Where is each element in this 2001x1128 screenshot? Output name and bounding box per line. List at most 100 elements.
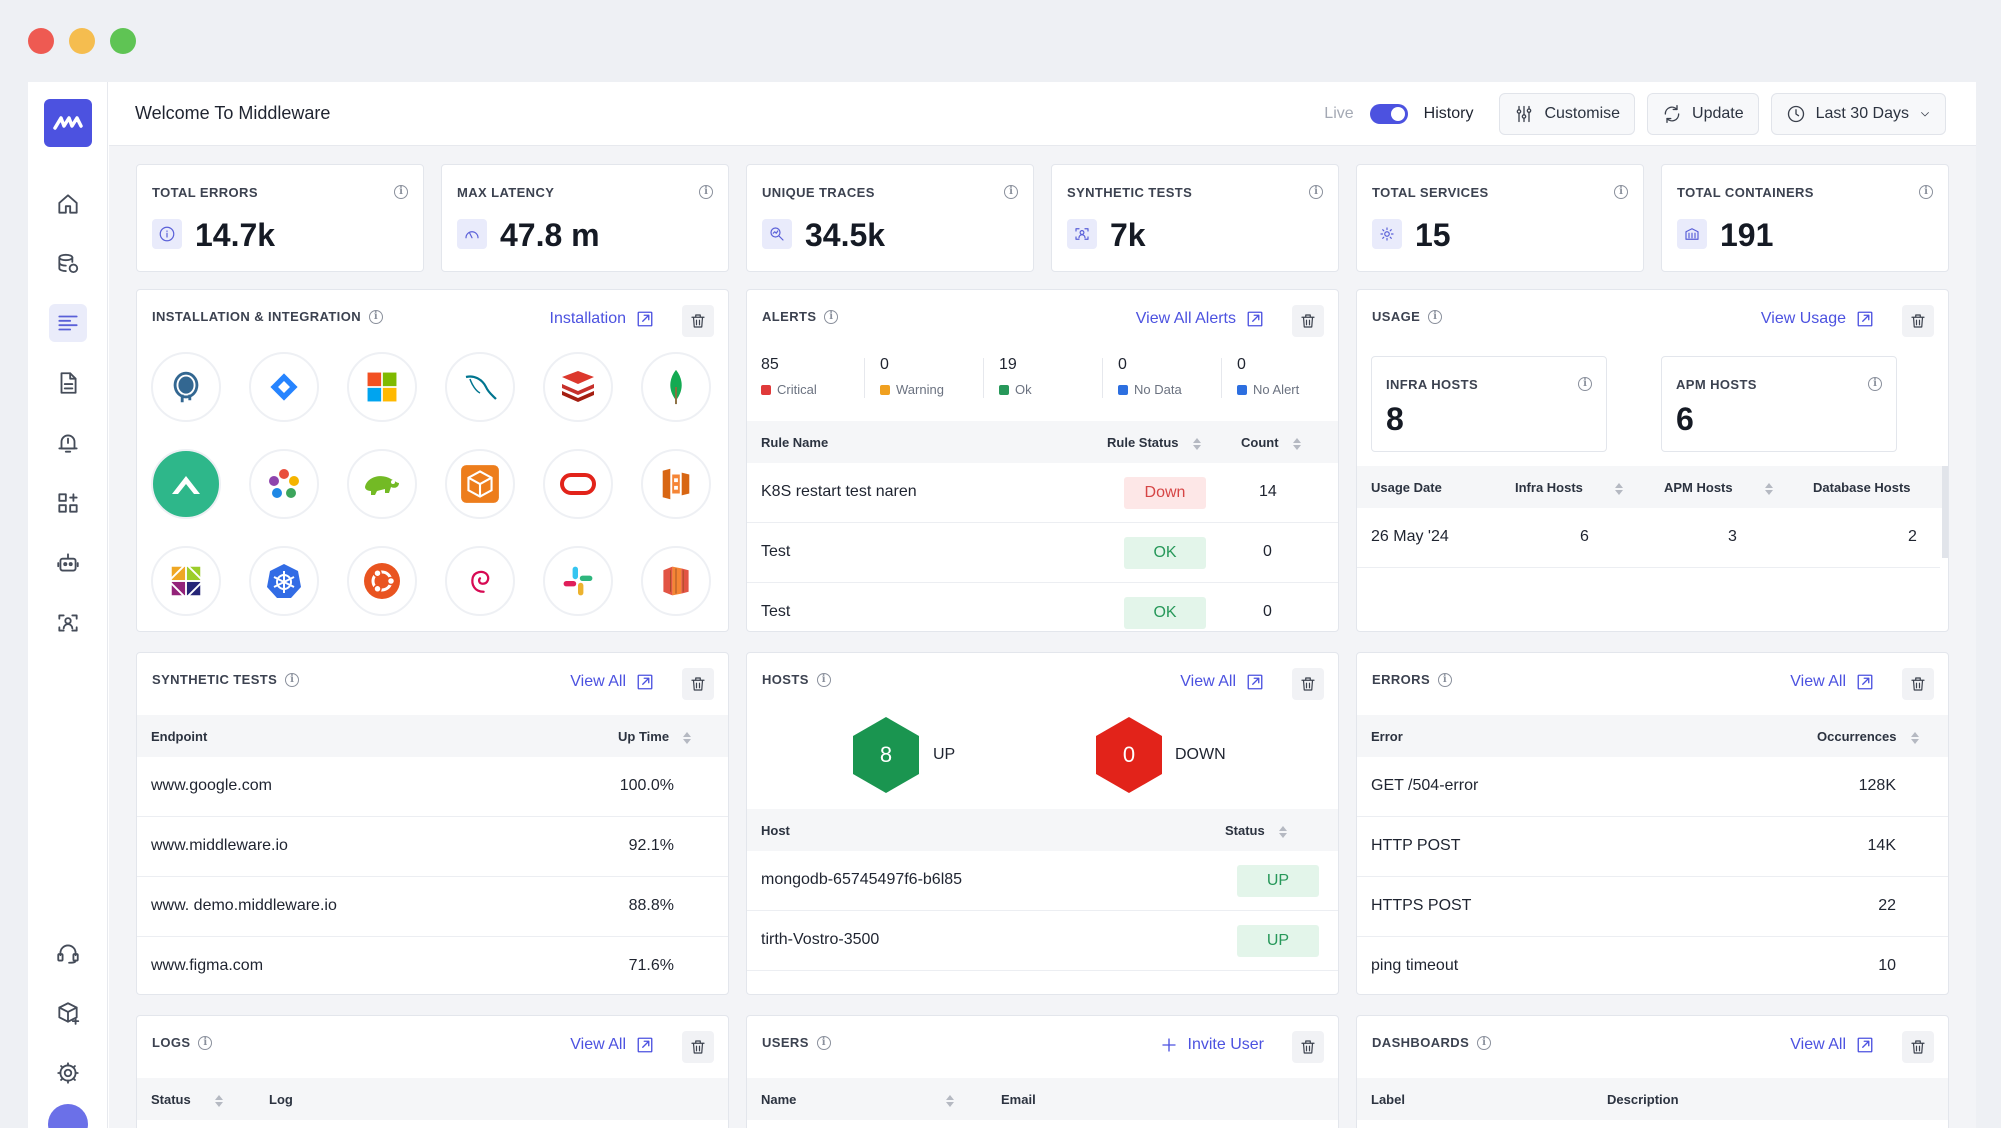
close-window-button[interactable] (28, 28, 54, 54)
alert-summary-critical[interactable]: 85 Critical (761, 356, 817, 397)
stat-card-unique-traces[interactable]: UNIQUE TRACES i 34.5k (746, 164, 1034, 272)
info-icon[interactable]: i (1868, 377, 1882, 391)
debian-icon[interactable] (445, 546, 515, 616)
column-header[interactable]: Database Hosts (1813, 480, 1911, 495)
date-range-select[interactable]: Last 30 Days (1770, 93, 1946, 135)
column-header[interactable]: Log (269, 1092, 293, 1107)
sidebar-ai[interactable] (49, 544, 87, 582)
delete-widget-button[interactable] (682, 305, 714, 337)
mysql-icon[interactable] (445, 352, 515, 422)
opensuse-icon[interactable] (347, 449, 417, 519)
delete-widget-button[interactable] (1902, 305, 1934, 337)
stat-card-total-services[interactable]: TOTAL SERVICES i 15 (1356, 164, 1644, 272)
column-header[interactable]: Name (761, 1092, 955, 1107)
view-all-errors-link[interactable]: View All (1790, 673, 1874, 691)
sidebar-infrastructure[interactable] (49, 245, 87, 283)
column-header[interactable]: Infra Hosts (1515, 480, 1623, 495)
maximize-window-button[interactable] (110, 28, 136, 54)
update-button[interactable]: Update (1647, 93, 1759, 135)
sort-icon[interactable] (214, 1094, 223, 1107)
column-header[interactable]: Occurrences (1817, 729, 1919, 744)
jira-icon[interactable] (249, 352, 319, 422)
info-icon[interactable]: i (824, 309, 839, 324)
oracle-icon[interactable] (543, 449, 613, 519)
table-row[interactable]: mongodb-65745497f6-b6l85 UP (747, 851, 1338, 911)
column-header[interactable]: Label (1371, 1092, 1405, 1107)
table-row[interactable]: HTTP POST 14K (1357, 817, 1948, 877)
centos-icon[interactable] (151, 546, 221, 616)
delete-widget-button[interactable] (682, 1031, 714, 1063)
info-icon[interactable]: i (198, 1035, 213, 1050)
table-row[interactable]: ping timeout 10 (1357, 937, 1948, 994)
stat-card-synthetic-tests[interactable]: SYNTHETIC TESTS i 7k (1051, 164, 1339, 272)
info-icon[interactable]: i (1428, 309, 1443, 324)
table-row[interactable]: www. demo.middleware.io 88.8% (137, 877, 728, 937)
column-header[interactable]: Status (1225, 823, 1287, 838)
user-avatar[interactable] (48, 1104, 88, 1128)
scrollbar[interactable] (1942, 466, 1948, 558)
info-icon[interactable]: i (1309, 185, 1323, 199)
info-icon[interactable]: i (1578, 377, 1592, 391)
table-row[interactable]: GET /504-error 128K (1357, 757, 1948, 817)
delete-widget-button[interactable] (682, 668, 714, 700)
info-icon[interactable]: i (1919, 185, 1933, 199)
sidebar-synthetics[interactable] (49, 604, 87, 642)
sort-icon[interactable] (1764, 482, 1773, 495)
sidebar-alerts[interactable] (49, 424, 87, 462)
sort-icon[interactable] (1910, 731, 1919, 744)
sort-icon[interactable] (1192, 437, 1201, 450)
sort-icon[interactable] (1292, 437, 1301, 450)
table-row[interactable]: 26 May '24 6 3 2 (1357, 508, 1940, 568)
postgresql-icon[interactable] (151, 352, 221, 422)
middleware-logo[interactable] (44, 99, 92, 147)
view-all-alerts-link[interactable]: View All Alerts (1136, 310, 1264, 328)
sidebar-logs[interactable] (49, 364, 87, 402)
infra-hosts-card[interactable]: INFRA HOSTS i 8 (1371, 356, 1607, 452)
aws-icon[interactable] (641, 546, 711, 616)
delete-widget-button[interactable] (1292, 668, 1324, 700)
column-header[interactable]: Rule Name (761, 435, 829, 450)
info-icon[interactable]: i (816, 1035, 831, 1050)
installation-link[interactable]: Installation (550, 310, 655, 328)
column-header[interactable]: APM Hosts (1664, 480, 1773, 495)
column-header[interactable]: Description (1607, 1092, 1679, 1107)
column-header[interactable]: Error (1371, 729, 1403, 744)
table-row[interactable]: www.figma.com 71.6% (137, 937, 728, 994)
info-icon[interactable]: i (1438, 672, 1453, 687)
alert-summary-no-alert[interactable]: 0 No Alert (1237, 356, 1299, 397)
view-all-synthetic-link[interactable]: View All (570, 673, 654, 691)
sort-icon[interactable] (1614, 482, 1623, 495)
table-row[interactable]: www.google.com 100.0% (137, 757, 728, 817)
delete-widget-button[interactable] (1902, 1031, 1934, 1063)
table-row[interactable]: HTTPS POST 22 (1357, 877, 1948, 937)
info-icon[interactable]: i (285, 672, 300, 687)
customise-button[interactable]: Customise (1499, 93, 1636, 135)
sidebar-integrations[interactable] (49, 994, 87, 1032)
sidebar-dashboard[interactable] (49, 304, 87, 342)
delete-widget-button[interactable] (1292, 305, 1324, 337)
rancher-icon[interactable] (151, 449, 221, 519)
live-history-toggle[interactable] (1369, 104, 1408, 124)
table-row[interactable]: www.middleware.io 92.1% (137, 817, 728, 877)
kubernetes-icon[interactable] (249, 546, 319, 616)
sort-icon[interactable] (683, 731, 692, 744)
ubuntu-icon[interactable] (347, 546, 417, 616)
sidebar-home[interactable] (49, 185, 87, 223)
view-usage-link[interactable]: View Usage (1761, 310, 1874, 328)
stat-card-max-latency[interactable]: MAX LATENCY i 47.8 m (441, 164, 729, 272)
sort-icon[interactable] (946, 1094, 955, 1107)
table-row[interactable]: Test OK 0 (747, 523, 1338, 583)
table-row[interactable]: K8S restart test naren Down 14 (747, 463, 1338, 523)
alert-summary-ok[interactable]: 19 Ok (999, 356, 1032, 397)
sort-icon[interactable] (1278, 825, 1287, 838)
microsoft-icon[interactable] (347, 352, 417, 422)
info-icon[interactable]: i (1477, 1035, 1492, 1050)
table-row[interactable]: tirth-Vostro-3500 UP (747, 911, 1338, 971)
info-icon[interactable]: i (816, 672, 831, 687)
slack-icon[interactable] (543, 546, 613, 616)
minimize-window-button[interactable] (69, 28, 95, 54)
alert-summary-no-data[interactable]: 0 No Data (1118, 356, 1182, 397)
view-all-hosts-link[interactable]: View All (1180, 673, 1264, 691)
sidebar-settings[interactable] (49, 1054, 87, 1092)
view-all-logs-link[interactable]: View All (570, 1036, 654, 1054)
